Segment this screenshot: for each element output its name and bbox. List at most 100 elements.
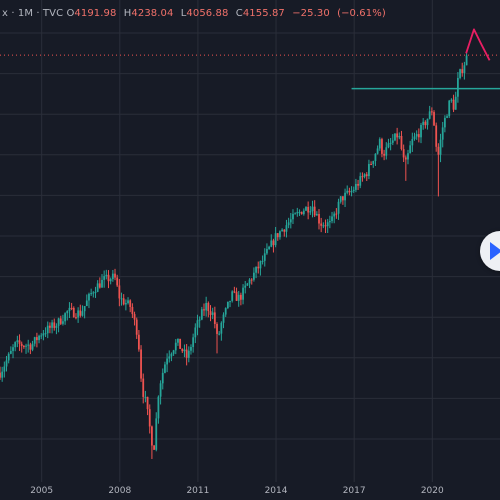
candle-body [259, 261, 262, 269]
candle-body [64, 313, 67, 322]
candle-body [205, 302, 208, 311]
candle-body [430, 111, 433, 113]
candle-body [235, 291, 238, 301]
candle-body [322, 225, 325, 227]
candle-body [404, 157, 407, 160]
candle-body [294, 213, 297, 215]
candle-body [244, 285, 247, 288]
candle-body [168, 356, 171, 359]
candle-body [422, 121, 425, 125]
candle-body [435, 125, 438, 147]
candle-body [27, 344, 30, 346]
candle-body [307, 206, 310, 213]
grid-layer [0, 0, 500, 482]
candle-body [231, 291, 234, 301]
candle-body [413, 136, 416, 140]
candle-body [159, 383, 162, 397]
candle-body [207, 302, 210, 312]
candle-body [387, 143, 390, 148]
candle-body [428, 111, 431, 119]
candle-body [378, 139, 381, 149]
candle-body [344, 192, 346, 201]
candle-body [200, 309, 203, 320]
candle-body [179, 338, 182, 349]
candle-body [324, 225, 327, 227]
play-button[interactable] [480, 231, 500, 271]
candle-body [359, 176, 362, 186]
candle-body [218, 333, 221, 335]
candle-body [68, 307, 71, 312]
candle-body [374, 153, 377, 162]
candle-body [381, 139, 383, 154]
candle-body [114, 273, 116, 278]
candle-body [233, 291, 236, 293]
candle-body [389, 142, 392, 144]
projection-path [465, 28, 491, 61]
candle-body [335, 213, 338, 215]
candle-body [124, 303, 127, 305]
candle-body [289, 219, 292, 223]
candle-body [111, 273, 114, 280]
candle-body [437, 146, 440, 155]
candle-body [452, 99, 455, 110]
candle-body [46, 325, 49, 334]
candle-body [237, 294, 240, 301]
candle-body [7, 353, 10, 361]
candle-body [25, 345, 27, 347]
candle-body [22, 345, 25, 347]
candle-body [94, 291, 97, 293]
candle-body [363, 174, 366, 177]
candle-body [355, 183, 357, 190]
candle-body [211, 312, 214, 315]
candle-body [331, 216, 333, 222]
low-label: L [180, 8, 187, 19]
candle-body [131, 306, 134, 315]
candle-body [426, 118, 429, 126]
candle-body [253, 272, 255, 280]
candle-body [402, 149, 405, 158]
candle-body [459, 69, 461, 78]
candle-body [226, 301, 229, 309]
candle-body [450, 99, 453, 101]
candle-body [118, 285, 121, 299]
candle-body [417, 134, 420, 138]
candle-body [3, 366, 6, 372]
candle-body [357, 183, 359, 186]
candle-body [49, 325, 51, 328]
candle-body [285, 225, 288, 232]
open-label: O [66, 8, 75, 19]
candle-body [394, 133, 396, 141]
candle-body [341, 196, 344, 201]
candle-body [224, 308, 227, 315]
candle-body [129, 300, 132, 307]
candle-body [170, 353, 173, 357]
candle-body [196, 320, 199, 328]
candle-body [40, 335, 43, 337]
candle-body [313, 206, 316, 216]
candle-body [1, 371, 4, 378]
x-axis: 2005 2008 2011 2014 2017 2020 [30, 486, 444, 496]
candle-body [352, 189, 355, 192]
candle-body [166, 358, 169, 365]
candle-body [109, 279, 112, 282]
candle-body [222, 314, 225, 323]
candle-body [309, 211, 312, 213]
candle-body [350, 191, 353, 193]
candle-body [213, 312, 216, 324]
candle-body [18, 340, 21, 344]
candle-body [368, 163, 370, 177]
candle-body [192, 337, 195, 347]
candle-body [318, 213, 320, 224]
candle-body [276, 233, 279, 238]
high-value: 4238.04 [131, 8, 174, 19]
candle-body [33, 337, 36, 344]
interval-label[interactable]: 1M [17, 8, 34, 19]
candle-body [365, 174, 368, 177]
candle-body [151, 426, 153, 446]
candle-body [216, 323, 218, 334]
candle-body [274, 233, 277, 246]
candle-body [305, 206, 307, 211]
low-value: 4056.88 [186, 8, 229, 19]
